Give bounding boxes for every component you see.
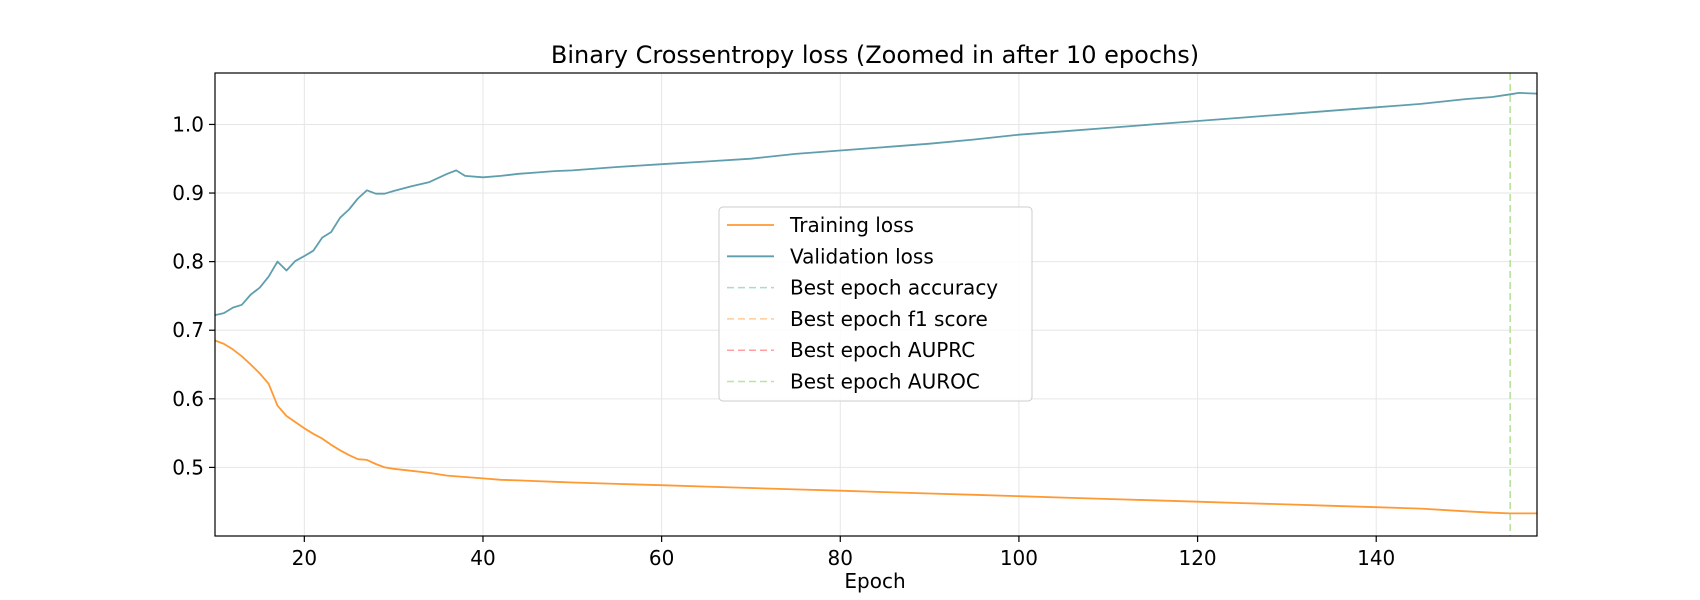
legend-label: Training loss bbox=[789, 213, 914, 237]
x-tick-label: 80 bbox=[828, 546, 853, 570]
x-tick-label: 40 bbox=[470, 546, 495, 570]
y-tick-label: 0.5 bbox=[172, 455, 204, 479]
legend-label: Validation loss bbox=[790, 244, 934, 268]
x-axis-label: Epoch bbox=[844, 569, 905, 593]
legend-label: Best epoch AUROC bbox=[790, 370, 980, 394]
x-axis-ticks: 20 40 60 80 100 120 140 bbox=[292, 536, 1395, 570]
y-tick-label: 0.8 bbox=[172, 250, 204, 274]
x-tick-label: 100 bbox=[1000, 546, 1038, 570]
y-tick-label: 0.7 bbox=[172, 318, 204, 342]
legend: Training loss Validation loss Best epoch a… bbox=[718, 206, 1033, 402]
legend-label: Best epoch AUPRC bbox=[790, 338, 975, 362]
series-line-training bbox=[214, 339, 1537, 515]
series-lines bbox=[214, 92, 1538, 515]
legend-box bbox=[718, 206, 1033, 402]
x-tick-label: 20 bbox=[292, 546, 317, 570]
y-tick-label: 0.6 bbox=[172, 387, 204, 411]
x-tick-label: 60 bbox=[649, 546, 674, 570]
series-line-validation bbox=[214, 92, 1538, 316]
x-tick-label: 120 bbox=[1178, 546, 1216, 570]
legend-label: Best epoch f1 score bbox=[790, 307, 988, 331]
plot-frame bbox=[214, 72, 1538, 537]
chart-title: Binary Crossentropy loss (Zoomed in afte… bbox=[551, 41, 1199, 69]
y-axis-ticks: 0.5 0.6 0.7 0.8 0.9 1.0 bbox=[172, 112, 215, 479]
legend-label: Best epoch accuracy bbox=[790, 276, 998, 300]
y-tick-label: 0.9 bbox=[172, 181, 204, 205]
y-tick-label: 1.0 bbox=[172, 112, 204, 136]
x-tick-label: 140 bbox=[1357, 546, 1395, 570]
